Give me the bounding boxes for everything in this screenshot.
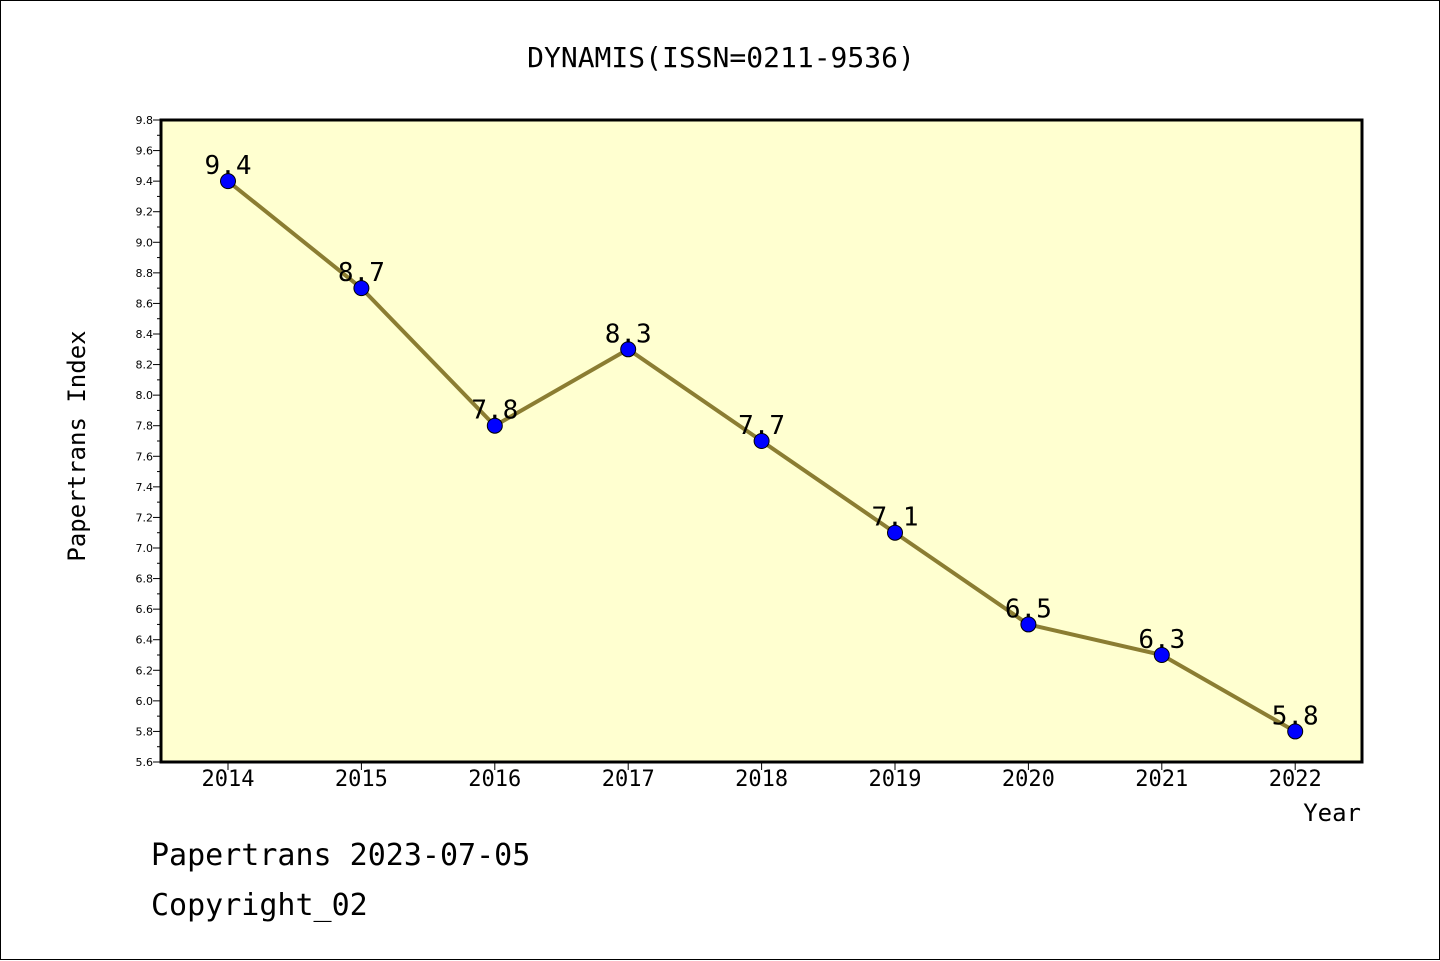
x-tick-label: 2016 — [468, 767, 521, 792]
footer-copyright: Copyright_02 — [151, 888, 368, 923]
y-tick-label: 8.2 — [136, 359, 154, 372]
x-tick-label: 2018 — [735, 767, 788, 792]
data-point — [753, 433, 770, 449]
x-axis-label: Year — [1303, 799, 1361, 827]
x-tick-label: 2019 — [869, 767, 922, 792]
data-label: 7.8 — [471, 396, 518, 426]
data-point — [1153, 647, 1170, 663]
y-tick-label: 9.4 — [136, 175, 154, 188]
data-point — [1020, 616, 1037, 633]
y-tick-label: 9.6 — [136, 145, 154, 158]
x-tick-label: 2015 — [335, 767, 388, 792]
y-tick-label: 7.4 — [136, 481, 154, 494]
x-tick-label: 2021 — [1135, 767, 1188, 792]
x-tick-label: 2020 — [1002, 767, 1055, 792]
series-line-group — [220, 173, 1304, 740]
data-point — [353, 280, 370, 297]
data-point — [1287, 723, 1304, 740]
data-label: 6.3 — [1138, 625, 1185, 655]
footer-date: Papertrans 2023-07-05 — [151, 838, 530, 873]
y-tick-label: 6.6 — [136, 603, 154, 616]
y-tick-label: 7.6 — [136, 450, 154, 463]
x-tick-label: 2014 — [202, 767, 255, 792]
data-label: 9.4 — [205, 151, 252, 181]
y-tick-label: 8.4 — [136, 328, 154, 341]
y-tick-label: 9.8 — [136, 114, 154, 127]
data-label: 7.7 — [738, 411, 785, 441]
data-label: 7.1 — [872, 503, 919, 533]
x-tick-label: 2022 — [1269, 767, 1322, 792]
data-label: 8.3 — [605, 319, 652, 349]
data-point — [486, 417, 503, 434]
plot-border — [159, 118, 1364, 764]
y-tick-label: 7.0 — [136, 542, 154, 555]
x-axis: 2014 2015 2016 2017 2018 2019 2020 2021 2022 — [202, 762, 1322, 792]
y-tick-label: 8.0 — [136, 389, 154, 402]
y-tick-label: 8.6 — [136, 297, 154, 310]
y-tick-label: 6.8 — [136, 573, 154, 586]
data-label: 8.7 — [338, 258, 385, 288]
data-label: 6.5 — [1005, 594, 1052, 624]
data-point — [220, 173, 236, 190]
y-tick-label: 6.4 — [136, 634, 154, 647]
y-tick-label: 8.8 — [136, 267, 154, 280]
y-axis: 5.6 5.8 6.0 6.2 6.4 6.6 6.8 7.0 7.2 7.4 7.6 7.8 8.0 8… — [136, 114, 161, 769]
data-label-group: 9.4 8.7 7.8 8.3 7.7 7.1 6.5 6.3 5.8 — [205, 151, 1319, 731]
x-tick-label: 2017 — [602, 767, 655, 792]
y-tick-label: 9.2 — [136, 206, 154, 219]
y-axis-label: Papertrans Index — [63, 330, 91, 561]
y-tick-label: 7.8 — [136, 420, 154, 433]
y-tick-label: 5.6 — [136, 756, 154, 769]
y-tick-label: 6.2 — [136, 664, 154, 677]
y-tick-label: 7.2 — [136, 511, 154, 524]
chart-title: DYNAMIS(ISSN=0211-9536) — [527, 41, 915, 74]
data-point — [620, 341, 637, 358]
y-tick-label: 9.0 — [136, 236, 154, 249]
data-point — [887, 524, 903, 541]
data-label: 5.8 — [1272, 701, 1319, 731]
y-tick-label: 6.0 — [136, 695, 154, 708]
y-tick-label: 5.8 — [136, 725, 154, 738]
